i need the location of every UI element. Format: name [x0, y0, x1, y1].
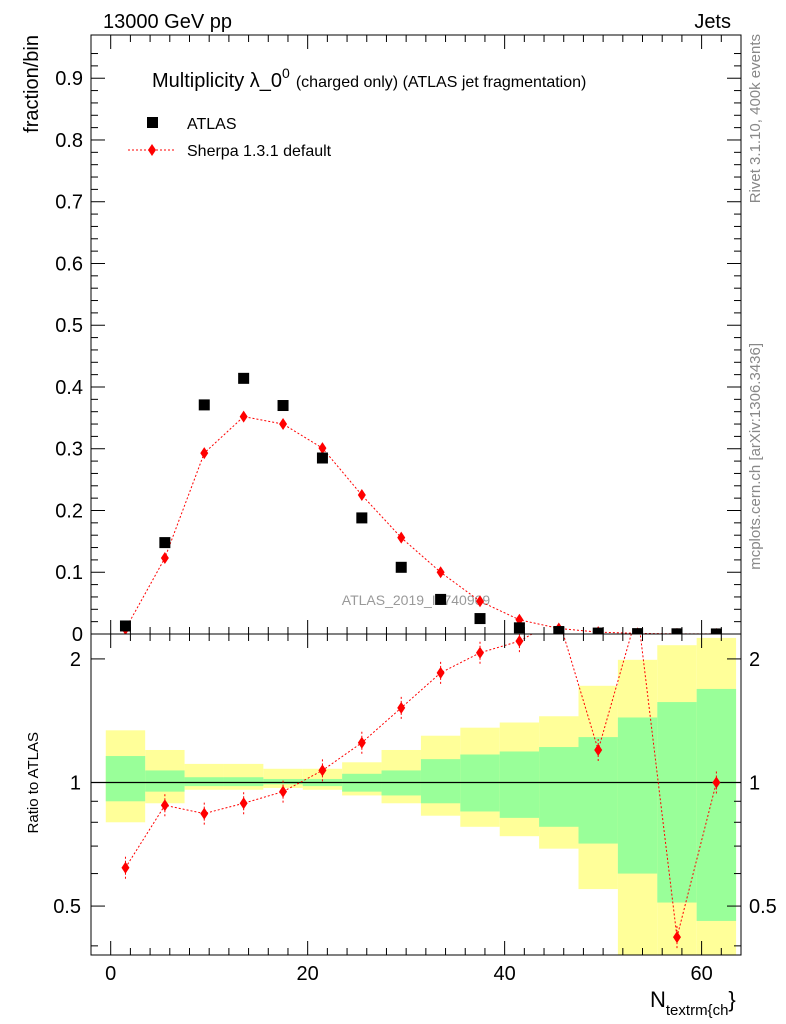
y-tick-label: 0.2 — [55, 500, 83, 522]
sherpa-point — [476, 595, 485, 608]
x-tick-label: 20 — [297, 963, 319, 985]
sherpa-ratio-point — [672, 931, 681, 944]
ratio-band-inner — [223, 777, 264, 787]
y-tick-label: 0.5 — [55, 315, 83, 337]
y-tick-label: 0.6 — [55, 253, 83, 275]
sherpa-point — [357, 489, 366, 502]
sherpa-ratio-point — [594, 743, 603, 756]
x-axis-label-sub: textrm{ch — [666, 1002, 729, 1019]
ratio-tick-label-right: 1 — [749, 772, 760, 794]
x-axis-label-main: N — [650, 987, 666, 1012]
sherpa-ratio-line — [125, 634, 717, 938]
ratio-band-inner — [420, 759, 461, 804]
y-tick-label: 0.9 — [55, 68, 83, 90]
ratio-tick-label-right: 2 — [749, 649, 760, 671]
axes: 00.10.20.30.40.50.60.70.80.90 20 40 600.5 0.… — [53, 34, 777, 985]
ratio-band-inner — [184, 777, 224, 787]
sherpa-ratio-point — [357, 736, 366, 749]
ratio-frame — [90, 633, 742, 956]
x-tick-label: 40 — [494, 963, 516, 985]
title-rest: (charged only) (ATLAS jet fragmentation) — [296, 74, 587, 91]
atlas-point — [553, 626, 565, 634]
sherpa-ratio-point — [279, 785, 288, 798]
ratio-tick-label-left: 1 — [70, 772, 81, 794]
sherpa-ratio-point — [476, 646, 485, 659]
atlas-point — [356, 512, 368, 524]
y-tick-label: 0.3 — [55, 439, 83, 461]
sherpa-line — [125, 416, 717, 634]
atlas-point — [277, 400, 289, 412]
ratio-band-inner — [696, 688, 737, 921]
ratio-band-inner — [617, 717, 658, 874]
main-series — [119, 372, 722, 634]
sherpa-ratio-point — [200, 807, 209, 820]
x-axis-label: Ntextrm{ch} — [650, 987, 736, 1019]
sherpa-ratio-point — [121, 861, 130, 874]
rivet-label: Rivet 3.1.10, 400k events — [747, 34, 764, 203]
y-tick-label: 0.7 — [55, 192, 83, 214]
sherpa-point — [200, 447, 209, 460]
atlas-point — [316, 452, 328, 464]
mcplots-label: mcplots.cern.ch [arXiv:1306.3436] — [747, 343, 764, 570]
title-main: Multiplicity λ_0 — [152, 70, 282, 92]
atlas-point — [474, 613, 486, 625]
y-axis-label: fraction/bin — [21, 35, 43, 133]
ratio-band-inner — [539, 747, 579, 827]
sherpa-point — [436, 566, 445, 579]
ratio-band-inner — [145, 770, 185, 792]
sherpa-ratio-point — [397, 701, 406, 714]
legend-atlas-marker — [147, 117, 158, 128]
title-sup: 0 — [282, 65, 290, 81]
ratio-tick-label-right: 0.5 — [749, 896, 777, 918]
ratio-y-axis-label: Ratio to ATLAS — [25, 732, 42, 833]
atlas-point — [238, 372, 250, 384]
sherpa-ratio-point — [160, 799, 169, 812]
ratio-series — [121, 634, 721, 949]
x-tick-label: 0 — [105, 963, 116, 985]
atlas-point — [671, 628, 683, 634]
sherpa-point — [397, 531, 406, 544]
sherpa-ratio-point — [436, 666, 445, 679]
sherpa-ratio-point — [712, 776, 721, 789]
ratio-tick-label-left: 2 — [70, 649, 81, 671]
atlas-point — [159, 537, 171, 549]
sherpa-ratio-point — [239, 797, 248, 810]
sherpa-point — [279, 418, 288, 431]
legend: ATLAS Sherpa 1.3.1 default — [128, 116, 332, 160]
sherpa-ratio-point — [318, 764, 327, 777]
atlas-point — [435, 593, 447, 605]
sherpa-ratio-point — [515, 635, 524, 648]
chart-title: Multiplicity λ_00 (charged only) (ATLAS j… — [152, 65, 586, 92]
atlas-point — [632, 628, 644, 634]
ratio-tick-label-left: 0.5 — [53, 896, 81, 918]
sherpa-point — [318, 442, 327, 455]
sherpa-point — [239, 410, 248, 423]
ratio-uncertainty-bands — [91, 637, 741, 955]
ratio-band-inner — [657, 702, 697, 903]
y-tick-label: 0.8 — [55, 130, 83, 152]
y-tick-label: 0.4 — [55, 377, 83, 399]
energy-label: 13000 GeV pp — [103, 11, 232, 33]
legend-atlas-label: ATLAS — [187, 116, 237, 133]
process-label: Jets — [694, 11, 731, 33]
atlas-point — [513, 622, 525, 634]
atlas-point — [592, 627, 604, 634]
legend-sherpa-marker — [148, 144, 156, 156]
ratio-band-inner — [499, 751, 540, 818]
y-tick-label: 0.1 — [55, 562, 83, 584]
analysis-watermark: ATLAS_2019_I1740909 — [342, 592, 491, 608]
y-tick-label: 0 — [72, 624, 83, 646]
ratio-band-inner — [105, 756, 146, 802]
atlas-point — [710, 628, 722, 634]
sherpa-point — [160, 552, 169, 565]
atlas-point — [395, 561, 407, 573]
x-tick-label: 60 — [690, 963, 712, 985]
atlas-point — [198, 399, 210, 411]
atlas-point — [119, 620, 131, 632]
x-axis-label-close: } — [728, 987, 735, 1012]
legend-sherpa-label: Sherpa 1.3.1 default — [187, 143, 332, 160]
